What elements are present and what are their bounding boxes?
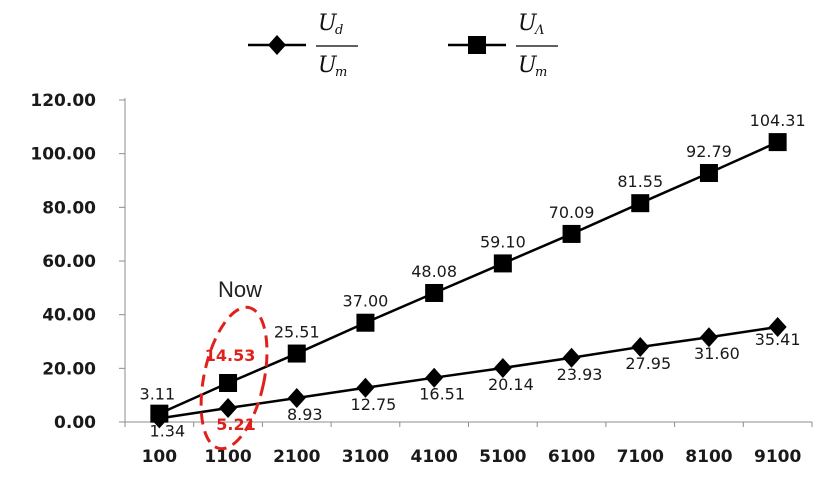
data-point-marker bbox=[562, 224, 581, 243]
legend-marker bbox=[468, 36, 486, 54]
y-tick-label: 20.00 bbox=[42, 359, 96, 379]
data-label: 23.93 bbox=[557, 365, 603, 384]
data-label: 81.55 bbox=[617, 172, 663, 191]
data-label: 3.11 bbox=[140, 385, 176, 404]
x-tick-label: 8100 bbox=[685, 447, 732, 467]
annotation: Now bbox=[199, 277, 269, 451]
y-tick-label: 120.00 bbox=[30, 91, 96, 111]
legend-denominator-sub: m bbox=[335, 65, 347, 80]
data-point-marker bbox=[287, 344, 306, 363]
y-tick-label: 60.00 bbox=[42, 252, 96, 272]
data-point-marker bbox=[219, 374, 238, 393]
data-point-marker bbox=[356, 377, 375, 398]
x-axis: 100 1100 2100 3100 4100 5100 6100 7100 8100 9100 bbox=[124, 421, 813, 467]
data-point-marker bbox=[631, 194, 650, 213]
data-point-marker bbox=[768, 316, 787, 337]
data-label: 20.14 bbox=[488, 375, 534, 394]
y-tick-label: 0.00 bbox=[54, 413, 96, 433]
data-point-marker bbox=[356, 313, 375, 332]
legend-numerator-sub: Λ bbox=[534, 23, 544, 38]
data-label: 8.93 bbox=[287, 405, 323, 424]
series-line-0 bbox=[159, 325, 778, 420]
data-label: 1.34 bbox=[150, 421, 186, 440]
data-label: 104.31 bbox=[750, 111, 806, 130]
annotation-label: Now bbox=[218, 277, 262, 302]
data-point-marker bbox=[287, 388, 306, 409]
data-label: 37.00 bbox=[343, 292, 389, 311]
data-point-marker bbox=[562, 347, 581, 368]
legend-denominator-sub: m bbox=[535, 65, 547, 80]
highlight-ellipse bbox=[199, 305, 269, 451]
data-label: 70.09 bbox=[549, 203, 595, 222]
x-tick-label: 7100 bbox=[617, 447, 664, 467]
data-point-marker bbox=[768, 133, 787, 152]
data-point-marker bbox=[150, 404, 169, 423]
x-tick-label: 9100 bbox=[754, 447, 801, 467]
legend-numerator: U bbox=[518, 11, 538, 36]
data-point-marker bbox=[425, 283, 444, 302]
data-point-marker bbox=[425, 367, 444, 388]
data-label: 12.75 bbox=[351, 395, 397, 414]
data-label: 59.10 bbox=[480, 232, 526, 251]
series-line-1 bbox=[158, 140, 779, 415]
x-tick-label: 6100 bbox=[548, 447, 595, 467]
data-label: 35.41 bbox=[755, 330, 801, 349]
data-label: 14.53 bbox=[205, 346, 256, 365]
x-tick-label: 4100 bbox=[410, 447, 457, 467]
legend-denominator: U bbox=[318, 53, 338, 78]
data-label: 27.95 bbox=[625, 354, 671, 373]
legend-numerator-sub: d bbox=[335, 23, 343, 38]
y-axis: 0.00 20.00 40.00 60.00 80.00 100.00 120.00 bbox=[30, 91, 126, 433]
data-point-marker bbox=[219, 398, 238, 419]
data-label: 25.51 bbox=[274, 323, 320, 342]
data-label: 48.08 bbox=[411, 262, 457, 281]
data-label: 92.79 bbox=[686, 142, 732, 161]
x-tick-label: 2100 bbox=[273, 447, 320, 467]
legend-denominator: U bbox=[518, 53, 538, 78]
data-label: 16.51 bbox=[419, 385, 465, 404]
legend-marker bbox=[268, 35, 286, 55]
y-tick-label: 100.00 bbox=[30, 145, 96, 165]
data-point-marker bbox=[493, 254, 512, 273]
x-tick-label: 100 bbox=[142, 447, 178, 467]
data-label: 31.60 bbox=[694, 344, 740, 363]
data-point-marker bbox=[493, 357, 512, 378]
data-point-marker bbox=[631, 337, 650, 358]
y-tick-label: 40.00 bbox=[42, 306, 96, 326]
data-point-marker bbox=[699, 164, 718, 183]
legend-numerator: U bbox=[318, 11, 338, 36]
plot-area: 1.34 5.218.9312.7516.5120.1423.9327.9531.… bbox=[140, 111, 806, 440]
x-tick-label: 5100 bbox=[479, 447, 526, 467]
x-tick-label: 3100 bbox=[342, 447, 389, 467]
y-tick-label: 80.00 bbox=[42, 198, 96, 218]
data-point-marker bbox=[699, 327, 718, 348]
x-tick-label: 1100 bbox=[204, 447, 251, 467]
